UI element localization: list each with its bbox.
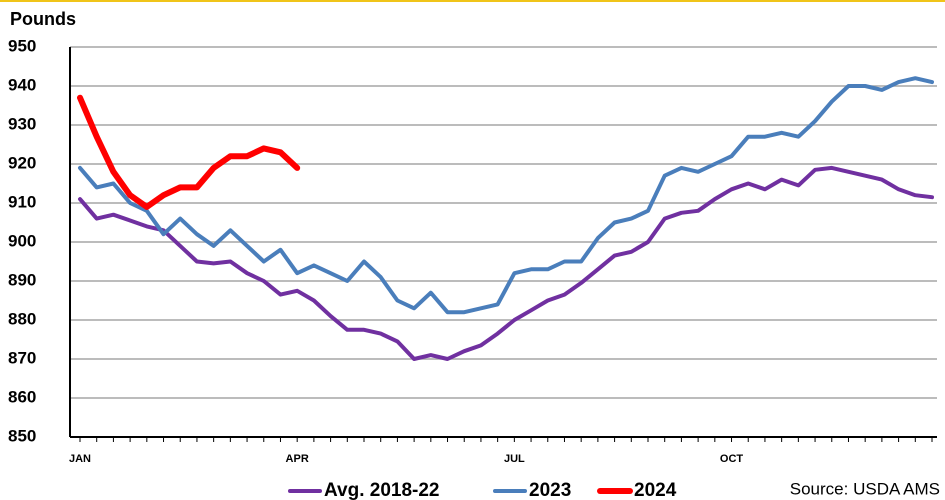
x-tick-label: APR bbox=[286, 453, 309, 465]
x-tick-label: JUL bbox=[504, 453, 525, 465]
source: Source: USDA AMS bbox=[790, 479, 940, 498]
series-line bbox=[78, 165, 934, 361]
legend-label: Avg. 2018-22 bbox=[324, 480, 439, 500]
legend-label: 2023 bbox=[529, 480, 571, 500]
y-tick-label: 870 bbox=[8, 348, 36, 367]
y-tick-label: 880 bbox=[8, 309, 36, 328]
series-line bbox=[77, 94, 301, 210]
x-tick-label: JAN bbox=[69, 453, 91, 465]
y-tick-label: 900 bbox=[8, 231, 36, 250]
y-tick-label: 910 bbox=[8, 192, 36, 211]
y-tick-label: 940 bbox=[8, 75, 36, 94]
y-tick-label: 930 bbox=[8, 114, 36, 133]
series-line bbox=[78, 76, 934, 315]
y-tick-label: 950 bbox=[8, 36, 36, 55]
top-rule bbox=[0, 0, 945, 2]
x-tick-label: OCT bbox=[720, 453, 744, 465]
y-tick-label: 860 bbox=[8, 387, 36, 406]
y-tick-label: 890 bbox=[8, 270, 36, 289]
y-tick-label: 920 bbox=[8, 153, 36, 172]
y-tick-label: 850 bbox=[8, 426, 36, 445]
y-axis-label: Pounds bbox=[10, 9, 76, 29]
legend-label: 2024 bbox=[634, 480, 677, 500]
